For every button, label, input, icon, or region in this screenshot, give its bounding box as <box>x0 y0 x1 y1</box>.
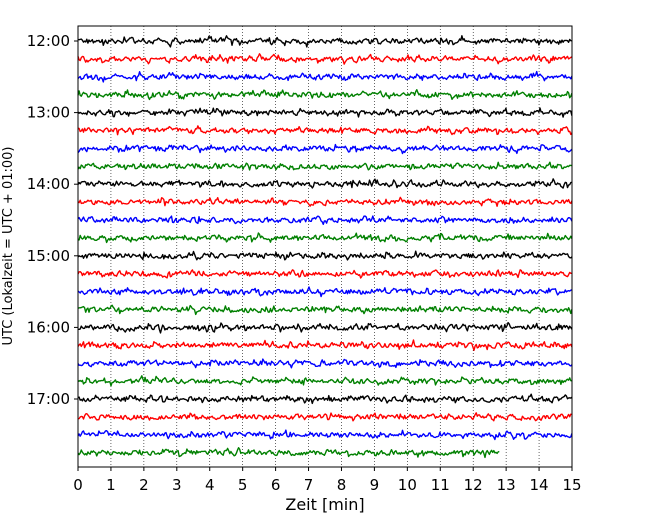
x-tick-label: 1 <box>106 476 116 494</box>
trace-line <box>77 35 572 48</box>
trace-line <box>77 215 573 226</box>
x-tick-label: 9 <box>370 476 380 494</box>
x-tick-label: 2 <box>139 476 149 494</box>
plot-frame <box>77 25 573 468</box>
x-tick-label: 4 <box>205 476 215 494</box>
trace-line <box>77 393 573 405</box>
trace-line <box>77 250 573 261</box>
x-tick-label: 3 <box>172 476 182 494</box>
trace-line <box>77 178 573 189</box>
trace-line <box>77 447 500 459</box>
trace-group <box>77 35 573 459</box>
trace-line <box>77 269 572 279</box>
trace-line <box>77 70 573 83</box>
x-tick-label: 11 <box>431 476 450 494</box>
x-tick-label: 15 <box>562 476 581 494</box>
x-tick-label: 6 <box>271 476 281 494</box>
trace-line <box>77 339 573 351</box>
x-tick-label: 10 <box>398 476 417 494</box>
trace-line <box>77 196 573 207</box>
x-tick-label: 12 <box>464 476 483 494</box>
x-axis-ticks: 0 1 2 3 4 5 6 7 8 9 10 11 12 13 14 15 <box>73 467 582 494</box>
y-axis-label: UTC (Lokalzeit = UTC + 01:00) <box>1 147 16 346</box>
y-tick-label: 14:00 <box>27 175 70 193</box>
trace-line <box>77 412 573 422</box>
y-tick-label: 12:00 <box>27 32 70 50</box>
trace-line <box>77 89 573 101</box>
y-axis-ticks: 12:00 13:00 14:00 15:00 16:00 17:00 <box>27 32 78 408</box>
y-tick-label: 13:00 <box>27 104 70 122</box>
trace-line <box>77 53 573 65</box>
trace-line <box>77 232 573 244</box>
x-tick-label: 5 <box>238 476 248 494</box>
trace-line <box>77 429 573 441</box>
y-tick-label: 17:00 <box>27 390 70 408</box>
trace-line <box>77 375 573 387</box>
y-tick-label: 16:00 <box>27 318 70 336</box>
x-tick-label: 13 <box>497 476 516 494</box>
trace-line <box>77 125 573 136</box>
trace-line <box>77 304 573 316</box>
x-tick-label: 8 <box>337 476 347 494</box>
trace-line <box>77 143 573 155</box>
trace-line <box>77 286 573 298</box>
x-tick-label: 7 <box>304 476 314 494</box>
trace-line <box>77 358 573 369</box>
trace-line <box>77 161 572 171</box>
x-tick-label: 0 <box>73 476 83 494</box>
y-tick-label: 15:00 <box>27 247 70 265</box>
trace-line <box>77 107 573 118</box>
x-axis-label: Zeit [min] <box>285 495 364 514</box>
x-tick-label: 14 <box>530 476 549 494</box>
trace-line <box>77 321 573 334</box>
